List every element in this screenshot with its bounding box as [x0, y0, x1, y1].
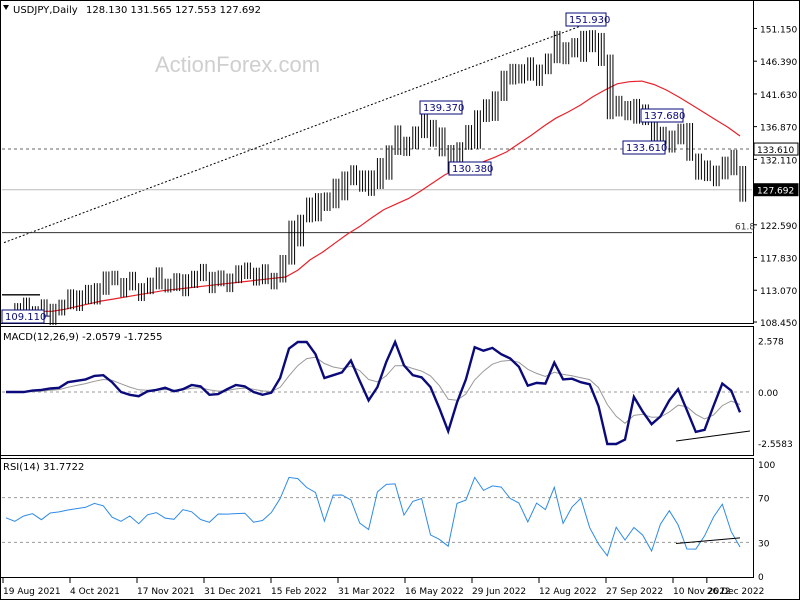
macd-lines — [2, 338, 752, 446]
price-axis-tag — [753, 183, 799, 197]
time-tick-label: 15 Feb 2022 — [271, 587, 327, 597]
rsi-title: RSI(14) 31.7722 — [3, 462, 84, 473]
price-tick-label: 113.070 — [760, 287, 797, 297]
macd-main-line — [6, 338, 742, 446]
price-tick-label: 132.110 — [760, 156, 797, 166]
price-label-box[interactable] — [419, 100, 463, 115]
macd-signal-line — [6, 356, 741, 424]
moving-average — [40, 80, 741, 312]
fib-61-8-label: 61.8 — [735, 223, 755, 233]
trendline-dotted[interactable] — [3, 22, 590, 244]
price-axis-tag-text: 127.692 — [757, 187, 794, 197]
collapse-triangle-icon[interactable] — [3, 5, 9, 10]
price-label-text: 130.380 — [452, 164, 493, 175]
time-tick-label: 19 Aug 2021 — [3, 587, 61, 597]
price-axis-tag — [753, 142, 799, 156]
macd-tick-label: 2.578 — [758, 337, 784, 347]
price-tick-label: 108.450 — [760, 319, 797, 329]
macd-tick-label: 0.00 — [758, 389, 778, 399]
rsi-trend-line[interactable] — [675, 537, 741, 545]
time-tick-label: 26 Dec 2022 — [707, 587, 765, 597]
price-label-text: 151.930 — [569, 15, 610, 26]
macd-tick-label: -2.5583 — [758, 440, 793, 450]
time-tick-label: 16 May 2022 — [405, 587, 464, 597]
price-tick-label: 136.870 — [760, 124, 797, 134]
price-label-text: 137.680 — [644, 111, 685, 122]
time-tick-label: 31 Mar 2022 — [338, 587, 395, 597]
rsi-line — [2, 476, 752, 557]
price-label-text: 109.110 — [5, 312, 46, 323]
ma-line — [40, 80, 741, 312]
macd-panel[interactable] — [0, 326, 754, 456]
time-tick-label: 10 Nov 2022 — [673, 587, 731, 597]
price-label-box[interactable] — [565, 12, 607, 27]
time-tick-label: 12 Aug 2022 — [539, 587, 597, 597]
price-label-box[interactable] — [622, 140, 666, 155]
price-tick-label: 122.590 — [760, 222, 797, 232]
price-tick-label: 117.830 — [760, 255, 797, 265]
price-axis-tag-text: 133.610 — [757, 146, 794, 156]
rsi-tick-label: 70 — [758, 495, 770, 505]
rsi-tick-label: 30 — [758, 539, 770, 549]
rsi-tick-label: 100 — [758, 461, 775, 471]
rsi-line-path — [5, 476, 741, 557]
watermark-text: ActionForex.com — [155, 52, 320, 77]
price-label-box[interactable] — [1, 309, 45, 324]
time-tick-label: 27 Sep 2022 — [606, 587, 663, 597]
price-tick-label: 141.630 — [760, 91, 797, 101]
symbol-label: USDJPY,Daily — [13, 5, 78, 16]
time-tick-label: 29 Jun 2022 — [472, 587, 526, 597]
time-tick-label: 4 Oct 2021 — [70, 587, 120, 597]
time-axis: 19 Aug 2021 4 Oct 2021 17 Nov 2021 31 Dec 2… — [2, 578, 765, 597]
price-tick-label: 151.150 — [760, 25, 797, 35]
macd-title: MACD(12,26,9) -2.0579 -1.7255 — [3, 332, 163, 343]
macd-axis: 2.578 0.00 -2.5583 — [758, 337, 793, 450]
price-axis: 151.150 146.390 141.630 136.870 132.110 127.6… — [753, 25, 799, 329]
time-tick-label: 31 Dec 2021 — [204, 587, 262, 597]
rsi-axis: 100 70 30 0 — [758, 461, 775, 583]
macd-support-line[interactable] — [675, 430, 751, 442]
price-tick-label: 146.390 — [760, 58, 797, 68]
header: USDJPY,Daily 128.130 131.565 127.553 127… — [3, 5, 261, 16]
price-label-text: 139.370 — [423, 103, 464, 114]
price-label-text: 133.610 — [626, 143, 667, 154]
price-label-box[interactable] — [640, 108, 684, 123]
price-labels: 151.930 139.370 130.380 137.680 133.610 109.1… — [1, 12, 685, 324]
trendline[interactable] — [3, 22, 590, 244]
time-tick-label: 17 Nov 2021 — [137, 587, 195, 597]
rsi-tick-label: 0 — [758, 573, 764, 583]
price-label-box[interactable] — [448, 161, 492, 176]
ohlc-values: 128.130 131.565 127.553 127.692 — [86, 5, 261, 16]
